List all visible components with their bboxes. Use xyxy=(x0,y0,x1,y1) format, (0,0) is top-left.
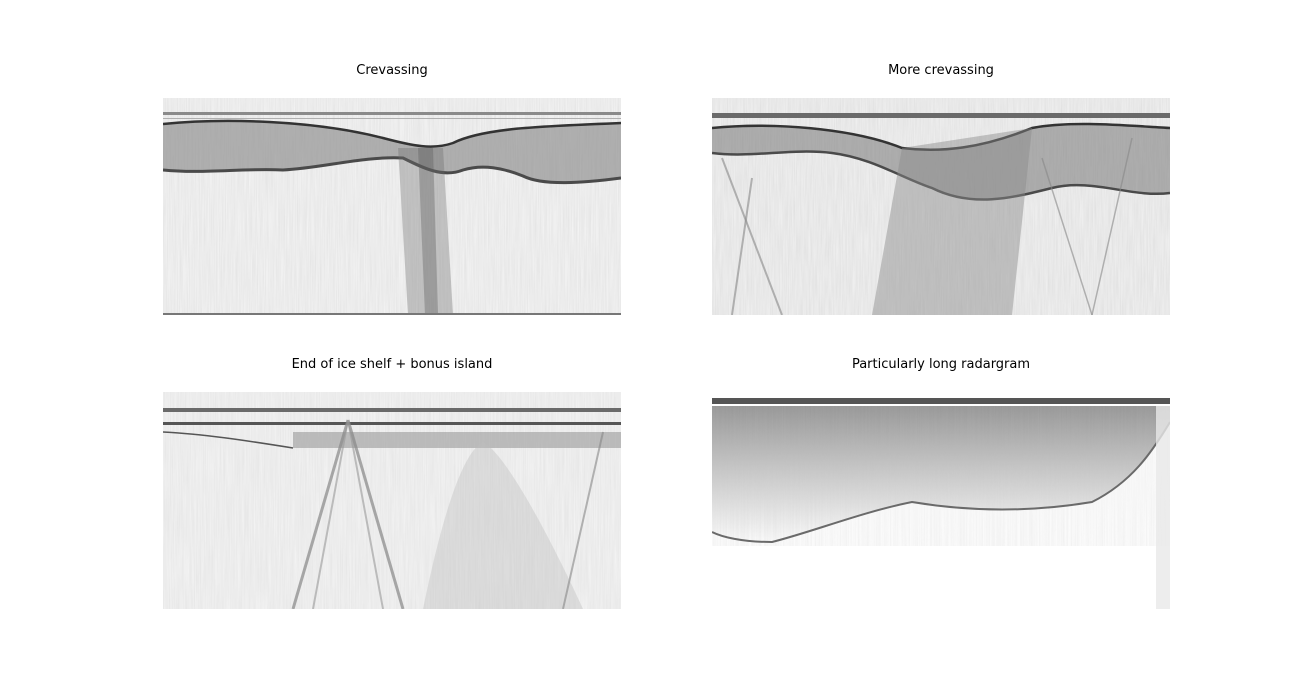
radargram-image xyxy=(712,98,1170,315)
radargram-image xyxy=(712,392,1170,609)
panel-title-crevassing: Crevassing xyxy=(356,63,428,78)
radargram-particularly-long xyxy=(712,392,1170,609)
radargram-image xyxy=(163,98,621,315)
radargram-image xyxy=(163,392,621,609)
panel-title-more-crevassing: More crevassing xyxy=(888,63,994,78)
panel-title-end-of-ice-shelf: End of ice shelf + bonus island xyxy=(291,357,493,372)
radargram-crevassing xyxy=(163,98,621,315)
radargram-end-of-ice-shelf xyxy=(163,392,621,609)
radargram-more-crevassing xyxy=(712,98,1170,315)
panel-title-particularly-long-radargram: Particularly long radargram xyxy=(851,357,1031,372)
